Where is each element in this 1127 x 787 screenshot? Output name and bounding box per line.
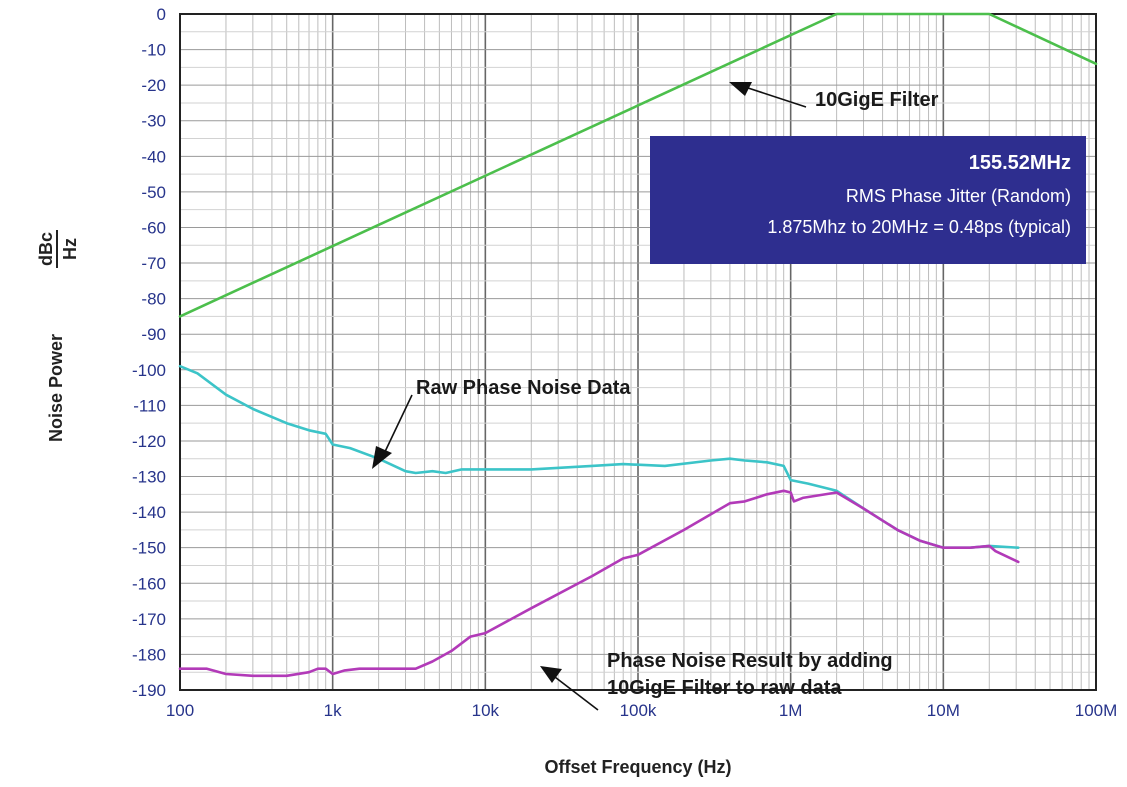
info-box-line-2: 1.875Mhz to 20MHz = 0.48ps (typical) <box>767 217 1071 237</box>
y-tick-label: -90 <box>141 325 166 344</box>
x-tick-label: 1k <box>324 701 342 720</box>
y-tick-label: -150 <box>132 539 166 558</box>
y-tick-label: -80 <box>141 290 166 309</box>
y-axis-title-main: Noise Power <box>46 334 66 442</box>
x-tick-label: 10M <box>927 701 960 720</box>
x-tick-label: 100M <box>1075 701 1118 720</box>
annotation-raw-arrow-line <box>381 394 413 459</box>
y-tick-label: -170 <box>132 610 166 629</box>
annotation-filter: 10GigE Filter <box>729 82 939 111</box>
x-tick-label: 100k <box>620 701 657 720</box>
y-tick-label: -140 <box>132 503 166 522</box>
y-tick-label: -160 <box>132 574 166 593</box>
info-box: 155.52MHz RMS Phase Jitter (Random) 1.87… <box>650 136 1086 264</box>
annotation-result-label-1: Phase Noise Result by adding <box>607 650 893 672</box>
series-group <box>178 12 1098 678</box>
y-tick-label: -50 <box>141 183 166 202</box>
annotation-result: Phase Noise Result by adding 10GigE Filt… <box>540 650 893 711</box>
y-tick-label: -110 <box>133 396 166 415</box>
x-tick-label: 10k <box>472 701 500 720</box>
annotation-result-arrowhead <box>540 666 562 683</box>
annotation-result-label-2: 10GigE Filter to raw data <box>607 677 842 699</box>
info-box-line-1: RMS Phase Jitter (Random) <box>846 186 1071 206</box>
info-box-title: 155.52MHz <box>969 152 1071 174</box>
x-tick-label: 100 <box>166 701 194 720</box>
y-axis-title: Noise Power dBc Hz <box>36 230 80 442</box>
y-tick-label: -40 <box>141 147 166 166</box>
y-tick-label: -190 <box>132 681 166 700</box>
series-line-filter <box>178 12 1098 318</box>
annotation-raw: Raw Phase Noise Data <box>372 377 631 469</box>
x-axis-title: Offset Frequency (Hz) <box>544 757 731 777</box>
plot-frame <box>179 13 1097 691</box>
x-tick-labels: 100 1k 10k 100k 1M 10M 100M <box>166 701 1117 720</box>
y-tick-label: -180 <box>132 645 166 664</box>
y-axis-title-numerator: dBc <box>36 232 56 266</box>
annotation-result-arrow-line <box>550 673 599 711</box>
grid <box>180 14 1096 690</box>
x-axis-title-text: Offset Frequency (Hz) <box>544 757 731 777</box>
y-tick-label: -120 <box>132 432 166 451</box>
annotation-filter-arrow-line <box>741 85 807 108</box>
y-tick-label: -10 <box>141 41 166 60</box>
y-tick-label: -60 <box>141 218 166 237</box>
annotation-raw-label: Raw Phase Noise Data <box>416 377 631 399</box>
annotation-filter-arrowhead <box>729 82 752 96</box>
y-tick-label: -70 <box>141 254 166 273</box>
info-box-background <box>650 136 1086 264</box>
y-tick-label: -130 <box>132 468 166 487</box>
annotation-filter-label: 10GigE Filter <box>815 89 939 111</box>
y-tick-label: -30 <box>141 112 166 131</box>
y-tick-label: -20 <box>141 76 166 95</box>
y-tick-label: 0 <box>157 5 166 24</box>
annotation-raw-arrowhead <box>372 446 392 469</box>
x-tick-label: 1M <box>779 701 803 720</box>
y-tick-label: -100 <box>132 361 166 380</box>
y-tick-labels: 0 -10 -20 -30 -40 -50 -60 -70 -80 -90 -100 -110 -120… <box>132 5 166 700</box>
y-axis-title-denominator: Hz <box>60 238 80 260</box>
series-line-result <box>178 489 1020 678</box>
